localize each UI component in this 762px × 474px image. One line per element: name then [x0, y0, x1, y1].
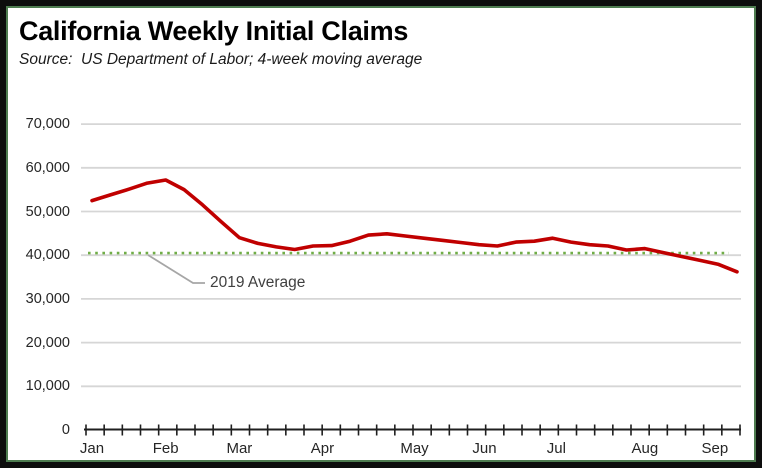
x-month-label: Sep	[701, 440, 729, 457]
y-tick-label: 10,000	[25, 378, 70, 395]
y-tick-label: 0	[61, 422, 70, 438]
chart-header: California Weekly Initial Claims Source:…	[19, 14, 422, 69]
x-month-label: Apr	[310, 440, 335, 457]
frame-green-accent	[6, 6, 756, 462]
chart-title: California Weekly Initial Claims	[19, 16, 409, 46]
x-month-label: Jun	[472, 440, 497, 457]
source-note: Source: US Department of Labor; 4-week m…	[19, 51, 423, 69]
y-tick-label: 60,000	[25, 159, 70, 176]
y-tick-label: 40,000	[25, 247, 70, 264]
x-month-label: Jan	[79, 440, 105, 457]
y-tick-label: 70,000	[25, 116, 70, 133]
x-month-label: Jul	[546, 440, 566, 457]
line-chart	[81, 123, 741, 436]
y-tick-label: 20,000	[25, 334, 70, 351]
x-month-label: Feb	[152, 440, 179, 457]
average-line-annotation: 2019 Average	[210, 274, 306, 291]
x-month-label: Mar	[226, 440, 253, 457]
y-tick-label: 30,000	[25, 290, 70, 307]
x-month-label: Aug	[631, 440, 659, 457]
plot-area: 0 10,000 20,000 30,000 40,000 50,000 60,000 70,…	[6, 6, 756, 462]
y-tick-label: 50,000	[25, 203, 70, 220]
x-month-label: May	[400, 440, 429, 457]
